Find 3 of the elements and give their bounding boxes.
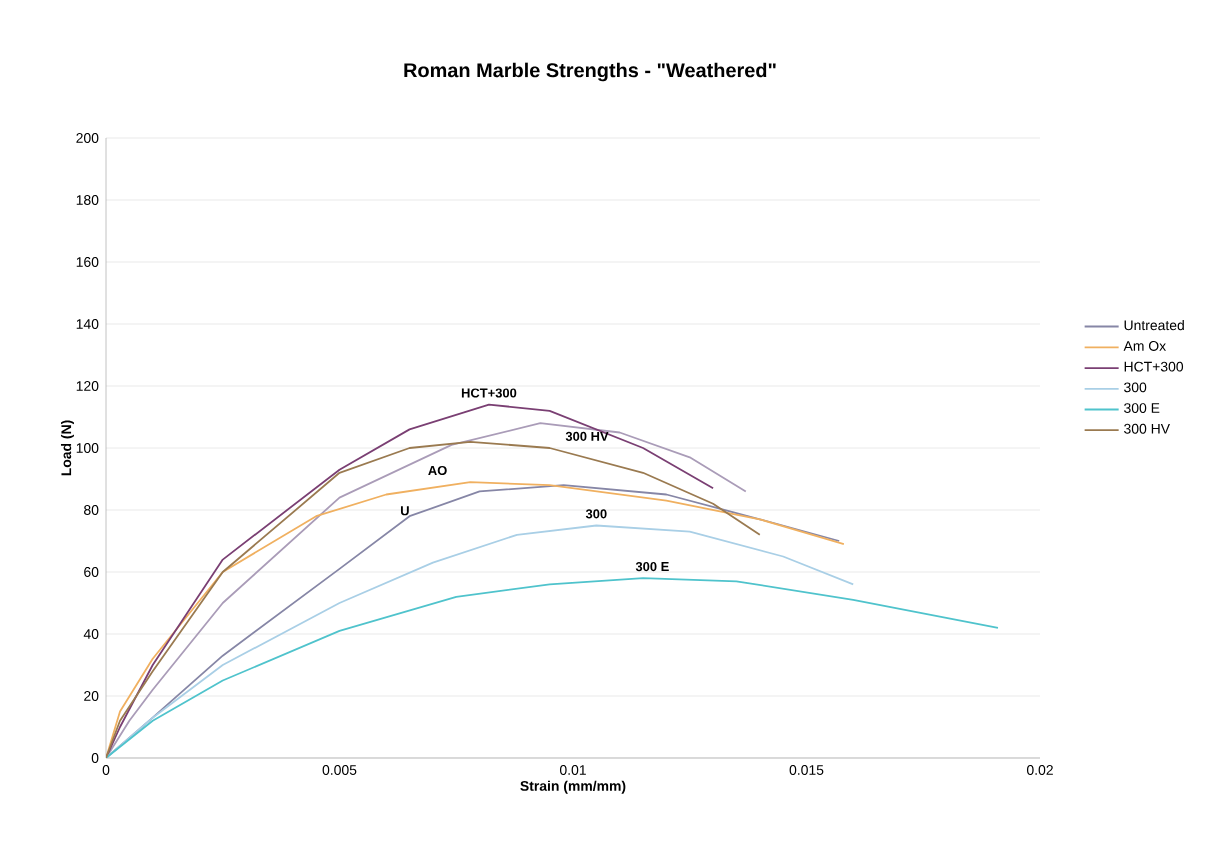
line-series xyxy=(106,577,999,758)
line-series xyxy=(106,524,855,758)
chart-title: Roman Marble Strengths - "Weathered" xyxy=(404,62,776,82)
